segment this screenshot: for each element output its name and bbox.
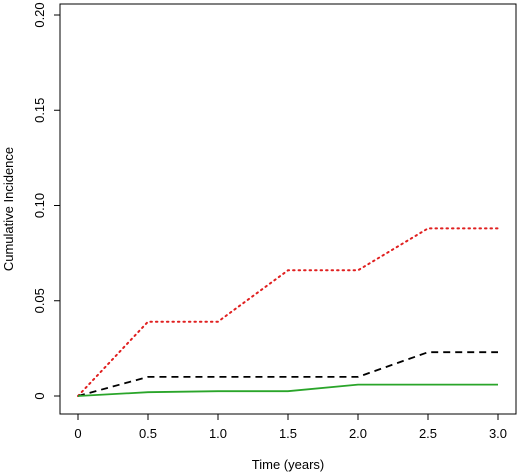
x-axis-label: Time (years) xyxy=(252,457,324,472)
y-tick-label: 0.15 xyxy=(32,98,47,123)
x-tick-label: 2.5 xyxy=(419,426,437,441)
x-tick-label: 1.5 xyxy=(279,426,297,441)
y-tick-label: 0.10 xyxy=(32,193,47,218)
series-line-dotted xyxy=(77,227,499,397)
series-line-solid xyxy=(77,383,498,397)
x-tick-label: 0 xyxy=(74,426,81,441)
y-tick-label: 0 xyxy=(32,392,47,399)
series-layer xyxy=(77,227,499,397)
y-tick-label: 0.05 xyxy=(32,288,47,313)
x-tick-label: 2.0 xyxy=(349,426,367,441)
x-tick-label: 0.5 xyxy=(139,426,157,441)
series-line-dashed xyxy=(77,351,498,397)
x-axis: 0 0.5 1.0 1.5 2.0 2.5 3.0 xyxy=(74,414,507,441)
y-axis-label: Cumulative Incidence xyxy=(1,147,16,271)
y-tick-label: 0.20 xyxy=(32,2,47,27)
x-tick-label: 3.0 xyxy=(489,426,507,441)
y-axis: 0 0.05 0.10 0.15 0.20 xyxy=(32,2,60,400)
x-tick-label: 1.0 xyxy=(209,426,227,441)
